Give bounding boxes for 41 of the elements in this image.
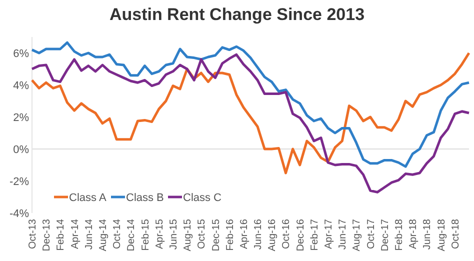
x-tick-label: Oct-14	[112, 218, 124, 250]
x-tick-label: Oct-18	[450, 218, 462, 250]
x-tick-label: Jun-16	[253, 218, 264, 250]
x-tick-label: Dec-17	[380, 218, 391, 252]
x-tick-label: Dec-16	[295, 218, 306, 252]
legend-label: Class C	[183, 192, 222, 204]
y-tick-label: -4%	[9, 208, 30, 220]
x-tick-label: Apr-16	[238, 218, 250, 250]
x-tick-label: Feb-17	[309, 218, 320, 251]
legend-label: Class A	[69, 192, 107, 204]
y-tick-label: 4%	[13, 80, 30, 92]
x-tick-label: Oct-16	[281, 218, 292, 250]
x-tick-label: Apr-17	[324, 218, 335, 250]
x-tick-label: Apr-14	[70, 218, 81, 250]
legend-label: Class B	[126, 192, 164, 204]
x-tick-label: Dec-15	[210, 218, 222, 252]
y-tick-label: 2%	[13, 112, 30, 124]
x-tick-label: Jun-14	[84, 218, 95, 250]
x-tick-label: Dec-14	[126, 218, 138, 252]
chart-title: Austin Rent Change Since 2013	[109, 5, 365, 24]
x-tick-label: Feb-14	[56, 218, 67, 251]
x-tick-label: Dec-13	[42, 218, 53, 252]
x-tick-label: Feb-15	[140, 218, 152, 251]
y-tick-label: -2%	[9, 176, 30, 188]
x-tick-label: Jun-18	[422, 218, 434, 250]
x-tick-label: Aug-16	[267, 218, 278, 252]
y-tick-label: 6%	[13, 48, 30, 60]
x-tick-label: Oct-17	[366, 218, 377, 250]
x-tick-label: Jun-15	[168, 218, 180, 250]
x-tick-label: Jun-17	[338, 218, 349, 250]
x-tick-label: Oct-13	[28, 218, 38, 250]
x-tick-label: Apr-15	[154, 218, 166, 250]
x-tick-label: Aug-18	[436, 218, 448, 252]
x-tick-label: Apr-18	[408, 218, 420, 250]
x-tick-label: Oct-15	[196, 218, 208, 250]
x-tick-label: Aug-15	[182, 218, 194, 252]
y-tick-label: 0%	[13, 144, 30, 156]
x-tick-label: Aug-14	[98, 218, 109, 252]
x-tick-label: Feb-18	[394, 218, 406, 251]
x-tick-label: Aug-17	[352, 218, 363, 252]
x-tick-label: Feb-16	[224, 218, 236, 251]
